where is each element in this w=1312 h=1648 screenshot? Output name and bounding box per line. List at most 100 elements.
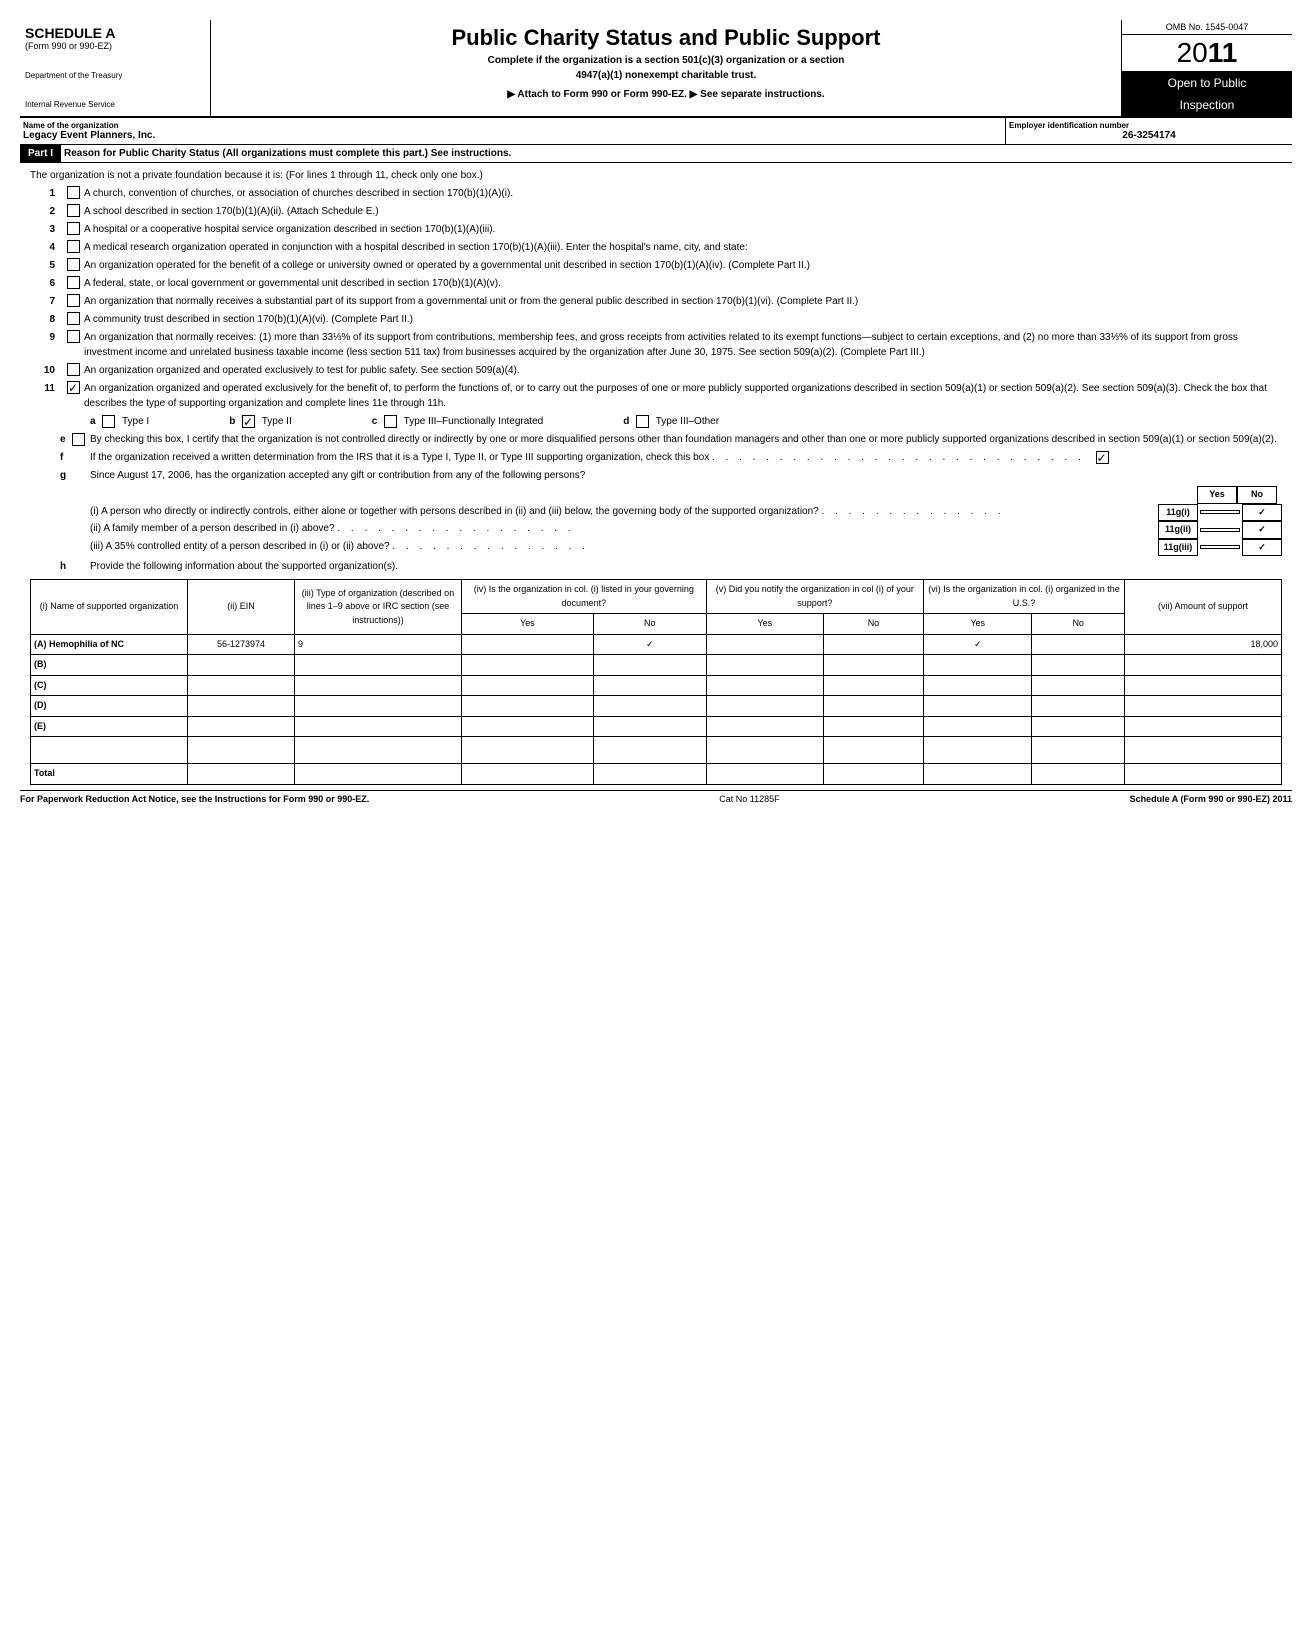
line-4-text: A medical research organization operated… [84, 240, 1282, 255]
line-10-num: 10 [30, 363, 63, 378]
g-iii-boxes: 11g(iii) ✓ [1158, 539, 1282, 557]
row-a-ein: 56-1273974 [188, 634, 295, 655]
row-a-iv-no[interactable]: ✓ [593, 634, 706, 655]
no-header: No [1237, 486, 1277, 504]
line-10-checkbox[interactable] [67, 363, 80, 376]
part1-body: The organization is not a private founda… [20, 163, 1292, 790]
page-footer: For Paperwork Reduction Act Notice, see … [20, 790, 1292, 804]
box-11gii-yes[interactable] [1200, 528, 1240, 532]
line-2-checkbox[interactable] [67, 204, 80, 217]
box-11gi-label: 11g(i) [1158, 504, 1198, 522]
type-b-checkbox[interactable] [242, 415, 255, 428]
box-11gi-yes[interactable] [1200, 510, 1240, 514]
line-11e: e By checking this box, I certify that t… [30, 432, 1282, 447]
line-4-num: 4 [30, 240, 63, 255]
g-ii-text: (ii) A family member of a person describ… [90, 521, 1158, 539]
table-row-total: Total [31, 764, 1282, 785]
line-3-num: 3 [30, 222, 63, 237]
g-i-boxes: 11g(i) ✓ [1158, 504, 1282, 522]
line-4-checkbox[interactable] [67, 240, 80, 253]
line-11g-i: (i) A person who directly or indirectly … [30, 504, 1282, 522]
type-d-checkbox[interactable] [636, 415, 649, 428]
row-a-v-yes[interactable] [706, 634, 823, 655]
row-b-label: (B) [31, 655, 188, 676]
form-number: (Form 990 or 990-EZ) [25, 41, 205, 51]
subtitle-2: 4947(a)(1) nonexempt charitable trust. [216, 70, 1116, 81]
v-no: No [823, 614, 923, 635]
line-9: 9 An organization that normally receives… [30, 330, 1282, 360]
line-4: 4 A medical research organization operat… [30, 240, 1282, 255]
header-left: SCHEDULE A (Form 990 or 990-EZ) Departme… [20, 20, 211, 116]
form-title: Public Charity Status and Public Support [216, 25, 1116, 51]
sub-g-label: g [60, 468, 90, 483]
row-a-vi-yes[interactable]: ✓ [924, 634, 1032, 655]
line-5-checkbox[interactable] [67, 258, 80, 271]
g-iii-text: (iii) A 35% controlled entity of a perso… [90, 539, 1158, 557]
row-e-label: (E) [31, 716, 188, 737]
table-row-e: (E) [31, 716, 1282, 737]
line-1-checkbox[interactable] [67, 186, 80, 199]
year-prefix: 20 [1177, 37, 1208, 68]
line-2: 2 A school described in section 170(b)(1… [30, 204, 1282, 219]
box-11gii-no[interactable]: ✓ [1242, 521, 1282, 539]
schedule-label: SCHEDULE A [25, 25, 205, 41]
type-a-checkbox[interactable] [102, 415, 115, 428]
footer-left: For Paperwork Reduction Act Notice, see … [20, 794, 369, 804]
line-7-num: 7 [30, 294, 63, 309]
col-vii: (vii) Amount of support [1125, 580, 1282, 635]
line-10-text: An organization organized and operated e… [84, 363, 1282, 378]
type-b: b Type II [229, 414, 292, 429]
row-a-vi-no[interactable] [1032, 634, 1125, 655]
line-6-checkbox[interactable] [67, 276, 80, 289]
line-8-checkbox[interactable] [67, 312, 80, 325]
org-identity-row: Name of the organization Legacy Event Pl… [20, 118, 1292, 145]
line-7-text: An organization that normally receives a… [84, 294, 1282, 309]
line-11h-text: Provide the following information about … [90, 559, 1282, 574]
year-bold: 11 [1208, 37, 1238, 68]
org-name-cell: Name of the organization Legacy Event Pl… [20, 118, 1006, 144]
row-a-v-no[interactable] [823, 634, 923, 655]
line-11g-iii: (iii) A 35% controlled entity of a perso… [30, 539, 1282, 557]
footer-center: Cat No 11285F [719, 794, 779, 804]
type-c-checkbox[interactable] [384, 415, 397, 428]
part1-header-row: Part I Reason for Public Charity Status … [20, 145, 1292, 163]
box-11giii-yes[interactable] [1200, 545, 1240, 549]
line-11e-checkbox[interactable] [72, 433, 85, 446]
line-11-checkbox[interactable] [67, 381, 80, 394]
line-7-checkbox[interactable] [67, 294, 80, 307]
col-i: (i) Name of supported organization [31, 580, 188, 635]
org-name: Legacy Event Planners, Inc. [23, 130, 1002, 141]
line-5: 5 An organization operated for the benef… [30, 258, 1282, 273]
row-a-iv-yes[interactable] [462, 634, 594, 655]
line-5-text: An organization operated for the benefit… [84, 258, 1282, 273]
type-selector-row: a Type I b Type II c Type III–Functional… [30, 414, 1282, 429]
col-iii: (iii) Type of organization (described on… [295, 580, 462, 635]
type-d: d Type III–Other [623, 414, 719, 429]
line-3-checkbox[interactable] [67, 222, 80, 235]
line-8-text: A community trust described in section 1… [84, 312, 1282, 327]
part1-badge: Part I [20, 145, 61, 162]
dept-treasury: Department of the Treasury [25, 71, 205, 80]
col-ii: (ii) EIN [188, 580, 295, 635]
line-5-num: 5 [30, 258, 63, 273]
line-9-text: An organization that normally receives: … [84, 330, 1282, 360]
ein-cell: Employer identification number 26-325417… [1006, 118, 1292, 144]
box-11gi-no[interactable]: ✓ [1242, 504, 1282, 522]
iv-no: No [593, 614, 706, 635]
header-right: OMB No. 1545-0047 2011 Open to Public In… [1121, 20, 1292, 116]
line-2-text: A school described in section 170(b)(1)(… [84, 204, 1282, 219]
support-table: (i) Name of supported organization (ii) … [30, 579, 1282, 785]
line-9-checkbox[interactable] [67, 330, 80, 343]
row-c-label: (C) [31, 675, 188, 696]
row-a-amount: 18,000 [1125, 634, 1282, 655]
col-v: (v) Did you notify the organization in c… [706, 580, 923, 614]
row-a-name: (A) Hemophilia of NC [31, 634, 188, 655]
line-11h: h Provide the following information abou… [30, 559, 1282, 574]
line-8-num: 8 [30, 312, 63, 327]
line-1-num: 1 [30, 186, 63, 201]
footer-right: Schedule A (Form 990 or 990-EZ) 2011 [1130, 794, 1292, 804]
part1-title: Reason for Public Charity Status (All or… [61, 145, 514, 162]
box-11giii-no[interactable]: ✓ [1242, 539, 1282, 557]
ein-value: 26-3254174 [1009, 130, 1289, 141]
line-11f-checkbox[interactable] [1096, 451, 1109, 464]
